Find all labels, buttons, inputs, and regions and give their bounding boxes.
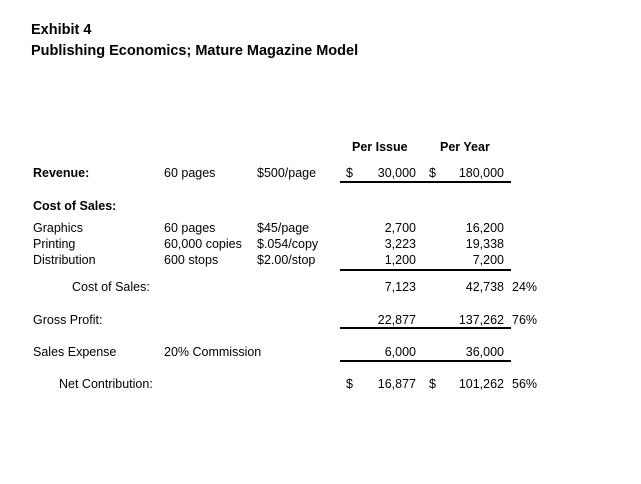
- net-contribution-per-issue: 16,877: [377, 377, 416, 391]
- page-title: Publishing Economics; Mature Magazine Mo…: [31, 43, 359, 59]
- cost-item-qty: 60 pages: [164, 221, 216, 235]
- cost-item-per-issue: 1,200: [384, 253, 416, 267]
- gross-profit-label: Gross Profit:: [33, 313, 103, 327]
- revenue-per-issue: 30,000: [377, 166, 416, 180]
- cost-item-rate: $.054/copy: [257, 237, 319, 251]
- cost-item-per-issue: 2,700: [384, 221, 416, 235]
- cost-item-qty: 60,000 copies: [164, 237, 242, 251]
- cost-item-per-year: 19,338: [465, 237, 504, 251]
- sales-expense-desc: 20% Commission: [164, 345, 262, 359]
- sales-expense-per-year: 36,000: [465, 345, 504, 359]
- net-contribution-per-year: 101,262: [458, 377, 504, 391]
- gross-profit-underline: [340, 327, 511, 329]
- cost-item-per-year: 7,200: [472, 253, 504, 267]
- column-header-per-year: Per Year: [440, 140, 490, 154]
- cost-item-label: Graphics: [33, 221, 84, 235]
- cost-of-sales-total-per-issue: 7,123: [384, 280, 416, 294]
- sales-expense-label: Sales Expense: [33, 345, 117, 359]
- cost-of-sales-total-label: Cost of Sales:: [72, 280, 150, 294]
- cost-item-label: Distribution: [33, 253, 96, 267]
- net-contribution-issue-currency: $: [346, 377, 353, 391]
- cost-item-qty: 600 stops: [164, 253, 219, 267]
- net-contribution-year-currency: $: [429, 377, 436, 391]
- revenue-label: Revenue:: [33, 166, 90, 180]
- cost-of-sales-total-per-year: 42,738: [465, 280, 504, 294]
- net-contribution-label: Net Contribution:: [59, 377, 153, 391]
- sales-expense-underline: [340, 360, 511, 362]
- gross-profit-per-year: 137,262: [458, 313, 504, 327]
- cost-item-rate: $2.00/stop: [257, 253, 316, 267]
- gross-profit-per-issue: 22,877: [377, 313, 416, 327]
- revenue-issue-currency: $: [346, 166, 353, 180]
- revenue-per-year: 180,000: [458, 166, 504, 180]
- revenue-rate: $500/page: [257, 166, 317, 180]
- revenue-underline: [340, 181, 511, 183]
- exhibit-label: Exhibit 4: [31, 22, 92, 38]
- cost-of-sales-pct: 24%: [512, 280, 538, 294]
- revenue-year-currency: $: [429, 166, 436, 180]
- sales-expense-per-issue: 6,000: [384, 345, 416, 359]
- cost-item-per-year: 16,200: [465, 221, 504, 235]
- cost-of-sales-heading: Cost of Sales:: [33, 199, 117, 213]
- revenue-qty: 60 pages: [164, 166, 216, 180]
- cost-item-label: Printing: [33, 237, 76, 251]
- cost-items-underline: [340, 269, 511, 271]
- cost-item-rate: $45/page: [257, 221, 310, 235]
- net-contribution-pct: 56%: [512, 377, 538, 391]
- gross-profit-pct: 76%: [512, 313, 538, 327]
- cost-item-per-issue: 3,223: [384, 237, 416, 251]
- column-header-per-issue: Per Issue: [352, 140, 408, 154]
